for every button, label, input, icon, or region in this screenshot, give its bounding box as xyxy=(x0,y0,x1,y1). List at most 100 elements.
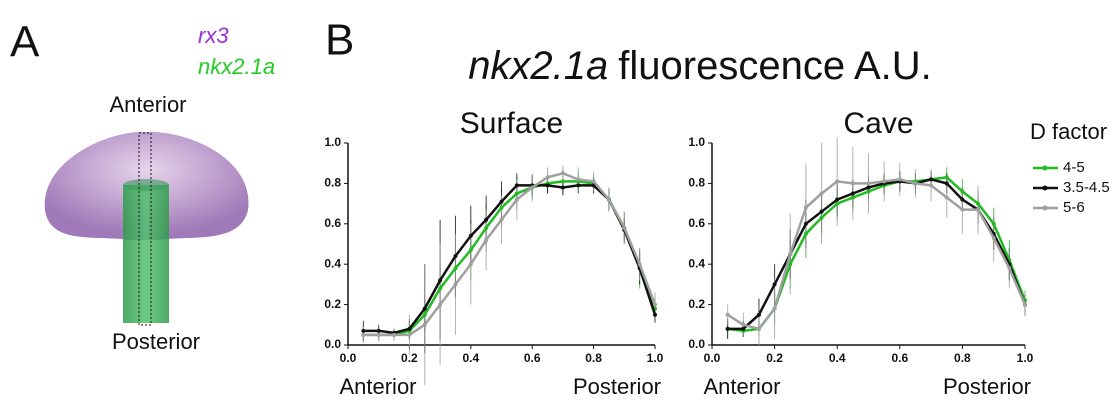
data-point xyxy=(960,189,965,194)
legend-label: 5-6 xyxy=(1063,199,1085,216)
data-point xyxy=(422,312,427,317)
data-point xyxy=(392,332,397,337)
data-point xyxy=(835,201,840,206)
data-point xyxy=(560,171,565,176)
data-point xyxy=(653,312,657,317)
data-point xyxy=(772,306,777,311)
data-point xyxy=(376,332,381,337)
x-tick-label: 1.0 xyxy=(647,351,664,365)
data-point xyxy=(913,181,918,186)
x-tick-label: 0.4 xyxy=(829,351,846,365)
data-point xyxy=(960,207,965,212)
data-point xyxy=(725,326,730,331)
title-gene: nkx2.1a xyxy=(468,44,608,88)
data-point xyxy=(422,306,427,311)
data-point xyxy=(991,235,996,240)
y-tick-label: 0.6 xyxy=(324,216,341,230)
data-point xyxy=(1023,302,1027,307)
data-point xyxy=(944,195,949,200)
x-tick-label: 0.2 xyxy=(401,351,418,365)
data-point xyxy=(741,326,746,331)
panel-label: B xyxy=(325,16,354,65)
y-tick-label: 0.4 xyxy=(324,256,341,270)
data-point xyxy=(484,225,489,230)
legend-title: D factor xyxy=(1030,119,1107,144)
data-point xyxy=(453,266,458,271)
data-point xyxy=(929,183,934,188)
x-tick-label: 1.0 xyxy=(1017,351,1034,365)
data-point xyxy=(622,225,627,230)
data-point xyxy=(361,328,366,333)
series-line xyxy=(363,184,657,335)
x-axis-label: Anterior xyxy=(703,374,780,399)
data-point xyxy=(560,185,565,190)
data-point xyxy=(438,286,443,291)
data-point xyxy=(866,189,871,194)
x-tick-label: 0.2 xyxy=(766,351,783,365)
data-point xyxy=(850,191,855,196)
data-point xyxy=(803,221,808,226)
legend-swatch xyxy=(1042,185,1048,191)
gene-label: nkx2.1a xyxy=(198,54,275,79)
sample-region xyxy=(138,132,152,326)
data-point xyxy=(944,175,949,180)
data-point xyxy=(499,205,504,210)
data-point xyxy=(499,199,504,204)
y-tick-label: 0.0 xyxy=(324,337,341,351)
data-point xyxy=(468,233,473,238)
data-point xyxy=(407,332,412,337)
chart-title: Surface xyxy=(460,107,563,140)
legend-swatch xyxy=(1042,165,1048,171)
data-point xyxy=(725,312,730,317)
figure-title: nkx2.1a fluorescence A.U. xyxy=(468,44,932,88)
data-point xyxy=(606,197,611,202)
data-point xyxy=(576,177,581,182)
title-text: fluorescence A.U. xyxy=(618,44,932,88)
data-point xyxy=(803,205,808,210)
data-point xyxy=(850,195,855,200)
data-point xyxy=(960,197,965,202)
data-point xyxy=(530,185,535,190)
x-axis-label: Anterior xyxy=(339,374,416,399)
x-tick-label: 0.0 xyxy=(340,351,357,365)
legend-label: 4-5 xyxy=(1063,159,1085,176)
data-point xyxy=(835,197,840,202)
data-point xyxy=(991,221,996,226)
x-tick-label: 0.6 xyxy=(524,351,541,365)
data-point xyxy=(897,177,902,182)
data-point xyxy=(514,197,519,202)
series-line xyxy=(727,176,1027,333)
x-tick-label: 0.0 xyxy=(704,351,721,365)
x-axis-label: Posterior xyxy=(943,374,1031,399)
y-tick-label: 0.6 xyxy=(688,216,705,230)
series-line xyxy=(363,171,657,337)
axis-label: Posterior xyxy=(112,329,200,354)
y-tick-label: 0.2 xyxy=(688,297,705,311)
data-point xyxy=(453,254,458,259)
data-point xyxy=(468,248,473,253)
data-point xyxy=(944,181,949,186)
x-tick-label: 0.8 xyxy=(954,351,971,365)
data-point xyxy=(772,282,777,287)
data-point xyxy=(560,179,565,184)
data-point xyxy=(407,326,412,331)
data-point xyxy=(422,322,427,327)
y-tick-label: 1.0 xyxy=(324,135,341,149)
data-point xyxy=(499,217,504,222)
y-tick-label: 0.4 xyxy=(688,256,705,270)
gene-label: rx3 xyxy=(198,23,229,48)
y-tick-label: 0.0 xyxy=(688,337,705,351)
data-point xyxy=(929,177,934,182)
data-point xyxy=(756,326,761,331)
y-tick-label: 0.8 xyxy=(324,176,341,190)
data-point xyxy=(361,332,366,337)
legend-swatch xyxy=(1042,205,1048,211)
data-point xyxy=(591,179,596,184)
data-point xyxy=(438,302,443,307)
series-line xyxy=(726,178,1027,331)
chart-title: Cave xyxy=(843,107,913,140)
data-point xyxy=(468,262,473,267)
data-point xyxy=(484,217,489,222)
